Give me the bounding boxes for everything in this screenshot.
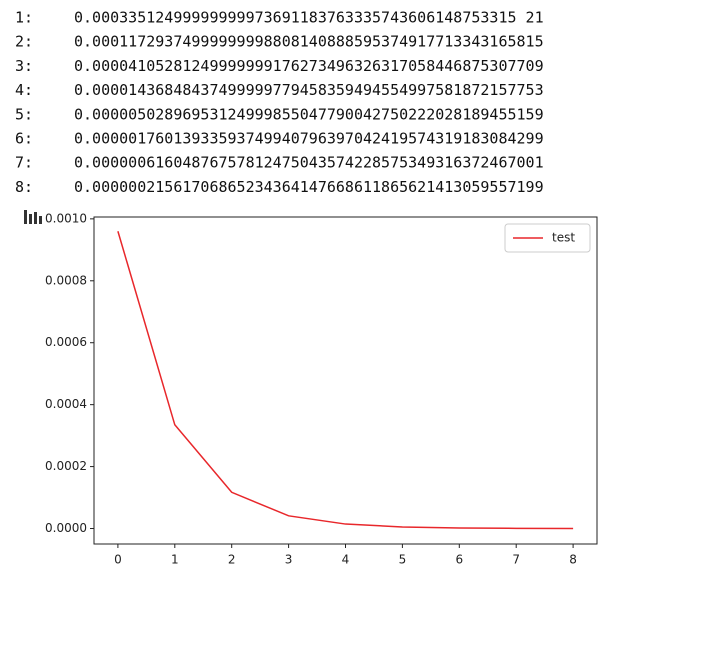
line-index: 5:: [15, 105, 33, 123]
y-tick-label: 0.0002: [45, 459, 87, 473]
line-value: 0.00000061604876757812475043574228575349…: [74, 154, 544, 172]
x-tick-label: 3: [285, 553, 293, 567]
y-tick-label: 0.0000: [45, 521, 87, 535]
line-index: 2:: [15, 33, 33, 51]
series-line: [117, 231, 574, 530]
y-tick-label: 0.0004: [45, 397, 87, 411]
line-value: 0.00000502896953124999855047790042750222…: [74, 105, 544, 123]
y-tick-label: 0.0008: [45, 273, 87, 287]
line-index: 8:: [15, 178, 33, 196]
x-tick-label: 1: [171, 553, 179, 567]
legend-label: test: [552, 231, 575, 245]
x-tick-label: 8: [569, 553, 577, 567]
line-value: 0.00000176013933593749940796397042419574…: [74, 130, 544, 148]
panel-icon: [24, 210, 42, 224]
plot-frame: [93, 216, 598, 545]
legend-box: [504, 223, 591, 253]
y-tick-label: 0.0006: [45, 335, 87, 349]
line-value: 0.00033512499999999973691183763335743606…: [74, 9, 544, 27]
x-tick-label: 4: [342, 553, 350, 567]
x-tick-label: 2: [228, 553, 236, 567]
line-index: 1:: [15, 9, 33, 27]
line-index: 4:: [15, 81, 33, 99]
x-tick-label: 6: [455, 553, 463, 567]
line-index: 6:: [15, 130, 33, 148]
line-index: 7:: [15, 154, 33, 172]
line-value: 0.00011729374999999998808140888595374917…: [74, 33, 544, 51]
line-index: 3:: [15, 57, 33, 75]
line-value: 0.00001436848437499999779458359494554997…: [74, 81, 544, 99]
x-tick-label: 0: [114, 553, 122, 567]
x-tick-label: 7: [512, 553, 520, 567]
x-tick-label: 5: [399, 553, 407, 567]
line-value: 0.00004105281249999999176273496326317058…: [74, 57, 544, 75]
y-tick-label: 0.0010: [45, 211, 87, 225]
line-value: 0.00000021561706865234364147668611865621…: [74, 178, 544, 196]
